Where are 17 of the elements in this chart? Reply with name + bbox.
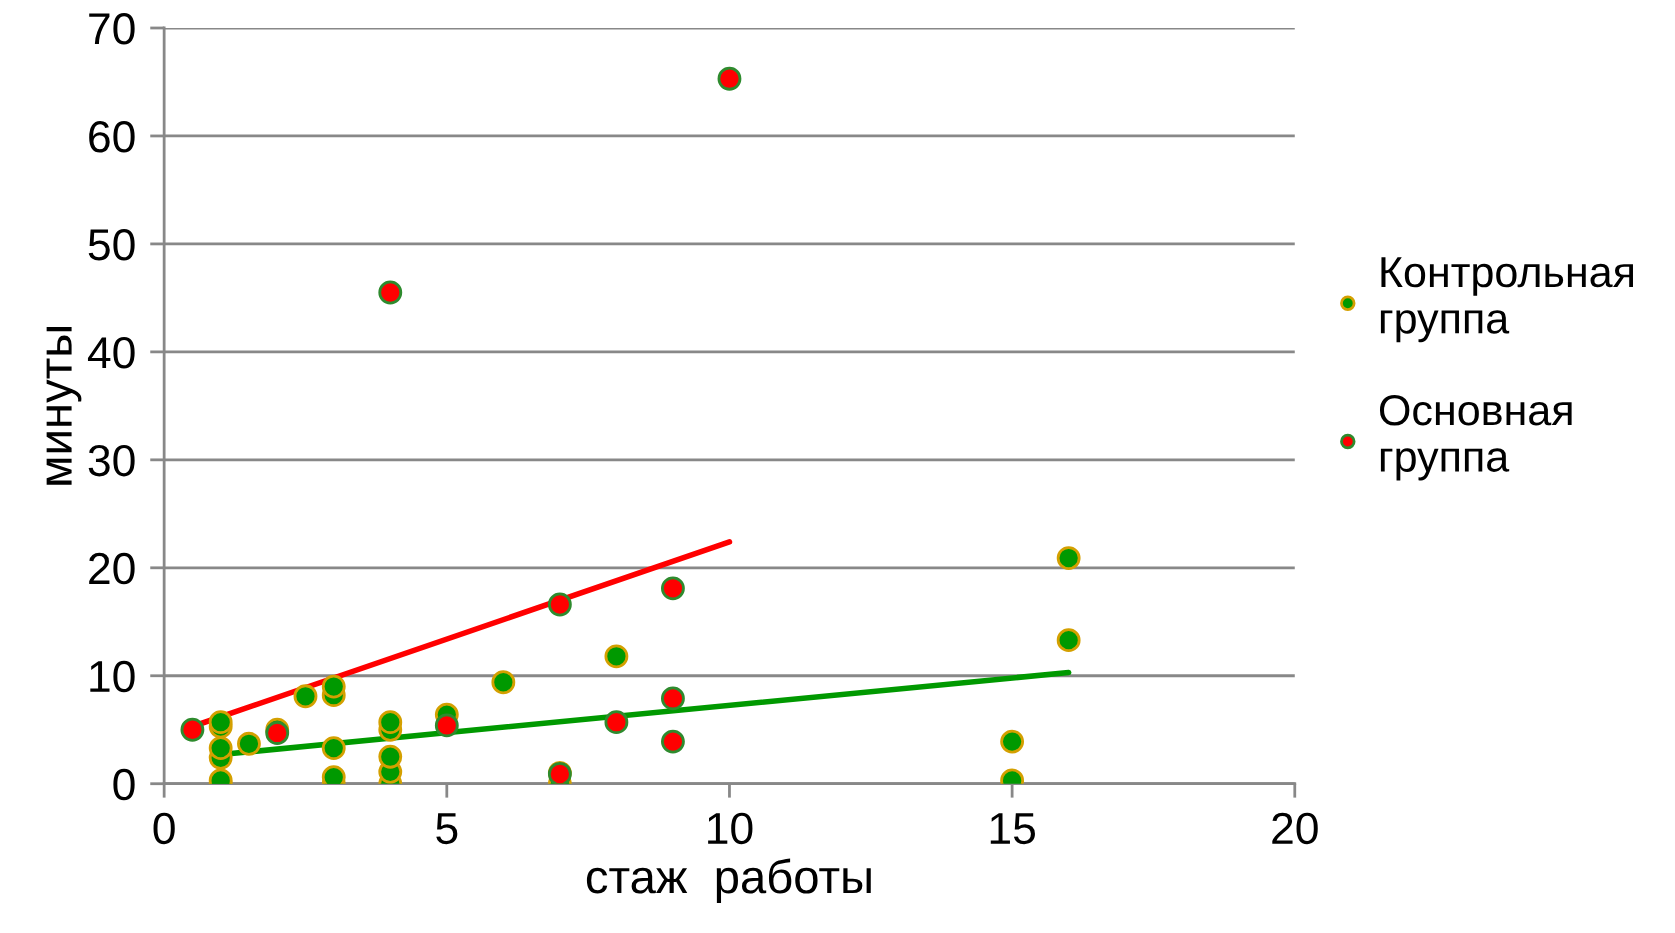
y-tick-label: 50 bbox=[88, 228, 135, 261]
y-tick-label: 30 bbox=[88, 444, 135, 477]
x-tick-label: 15 bbox=[990, 813, 1035, 845]
y-tick-label: 70 bbox=[89, 13, 135, 45]
x-tick-label: 20 bbox=[1272, 812, 1318, 845]
x-tick-label: 0 bbox=[153, 812, 175, 845]
y-tick-label: 40 bbox=[87, 336, 135, 369]
y-tick-label: 60 bbox=[89, 121, 135, 153]
legend-label: Основная группа bbox=[1379, 395, 1572, 481]
x-tick-label: 5 bbox=[436, 813, 458, 845]
y-tick-label: 10 bbox=[90, 660, 135, 693]
y-tick-label: 20 bbox=[89, 552, 135, 585]
legend-label: Контрольная группа bbox=[1380, 257, 1633, 343]
x-tick-label: 10 bbox=[708, 812, 753, 845]
y-axis-title: минуты bbox=[46, 327, 82, 485]
y-tick-label: 0 bbox=[113, 768, 135, 801]
x-axis-title: стаж работы bbox=[586, 858, 871, 903]
